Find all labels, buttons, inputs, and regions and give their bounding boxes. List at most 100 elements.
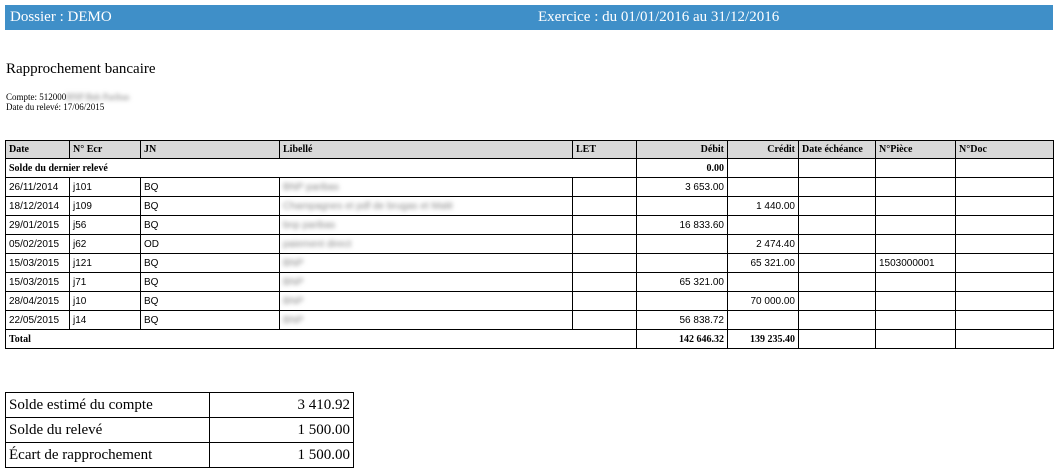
cell-libelle: BNP xyxy=(279,310,573,330)
cell-debit xyxy=(636,291,728,311)
cell-piece xyxy=(875,234,956,254)
summary-row: Écart de rapprochement 1 500.00 xyxy=(5,442,354,468)
col-piece: N°Pièce xyxy=(875,140,956,159)
cell-jn: BQ xyxy=(140,215,280,235)
table-row: 18/12/2014 j109 BQ Champagnes et pdf de bru… xyxy=(5,196,1054,216)
col-debit: Débit xyxy=(636,140,728,159)
cell-credit: 2 474.40 xyxy=(727,234,799,254)
cell-let xyxy=(572,234,637,254)
summary-value: 1 500.00 xyxy=(209,417,354,443)
cell-ecr: j10 xyxy=(69,291,141,311)
cell-debit xyxy=(636,253,728,273)
cell-jn: BQ xyxy=(140,253,280,273)
cell-jn: OD xyxy=(140,234,280,254)
cell-piece xyxy=(875,291,956,311)
table-row: 26/11/2014 j101 BQ BNP paribas 3 653.00 xyxy=(5,177,1054,197)
table-header: Date N° Ecr JN Libellé LET Débit Crédit … xyxy=(5,140,1054,159)
cell-ecr: j71 xyxy=(69,272,141,292)
summary-value: 1 500.00 xyxy=(209,442,354,468)
summary-table: Solde estimé du compte 3 410.92 Solde du… xyxy=(5,392,354,468)
cell-piece xyxy=(875,272,956,292)
summary-row: Solde du relevé 1 500.00 xyxy=(5,417,354,443)
summary-label: Solde estimé du compte xyxy=(5,392,210,418)
cell-credit xyxy=(727,215,799,235)
col-ecr: N° Ecr xyxy=(69,140,141,159)
cell-date: 26/11/2014 xyxy=(5,177,70,197)
cell-debit: 3 653.00 xyxy=(636,177,728,197)
cell-libelle: paiement direct xyxy=(279,234,573,254)
cell-echeance xyxy=(798,234,876,254)
total-debit: 142 646.32 xyxy=(636,329,728,349)
cell-credit: 70 000.00 xyxy=(727,291,799,311)
opening-label: Solde du dernier relevé xyxy=(5,158,637,178)
cell-echeance xyxy=(798,253,876,273)
total-credit: 139 235.40 xyxy=(727,329,799,349)
cell-ecr: j56 xyxy=(69,215,141,235)
cell-let xyxy=(572,253,637,273)
cell-echeance xyxy=(798,291,876,311)
cell-ecr: j14 xyxy=(69,310,141,330)
exercice-label: Exercice : du 01/01/2016 au 31/12/2016 xyxy=(538,9,780,25)
cell-piece xyxy=(875,177,956,197)
table-row: 05/02/2015 j62 OD paiement direct 2 474.40 xyxy=(5,234,1054,254)
reconciliation-table: Date N° Ecr JN Libellé LET Débit Crédit … xyxy=(5,140,1054,349)
cell-piece xyxy=(875,215,956,235)
cell-doc xyxy=(955,291,1054,311)
cell-jn: BQ xyxy=(140,291,280,311)
cell-date: 15/03/2015 xyxy=(5,272,70,292)
cell-libelle: BNP paribas xyxy=(279,177,573,197)
cell-credit: 65 321.00 xyxy=(727,253,799,273)
cell-debit xyxy=(636,234,728,254)
header-bar: Dossier : DEMO Exercice : du 01/01/2016 … xyxy=(5,5,1053,30)
cell-echeance xyxy=(798,310,876,330)
cell-doc xyxy=(955,215,1054,235)
cell-jn: BQ xyxy=(140,177,280,197)
report-meta: Compte: 512000BNP Bnb Paribas Date du re… xyxy=(6,92,129,112)
cell-doc xyxy=(955,253,1054,273)
cell-ecr: j121 xyxy=(69,253,141,273)
cell-libelle: BNP xyxy=(279,291,573,311)
page-title: Rapprochement bancaire xyxy=(6,61,156,77)
col-doc: N°Doc xyxy=(955,140,1054,159)
cell-echeance xyxy=(798,177,876,197)
cell-let xyxy=(572,291,637,311)
cell-let xyxy=(572,310,637,330)
cell-credit: 1 440.00 xyxy=(727,196,799,216)
cell-date: 28/04/2015 xyxy=(5,291,70,311)
cell-date: 29/01/2015 xyxy=(5,215,70,235)
col-credit: Crédit xyxy=(727,140,799,159)
cell-let xyxy=(572,215,637,235)
col-libelle: Libellé xyxy=(279,140,573,159)
cell-echeance xyxy=(798,215,876,235)
cell-credit xyxy=(727,272,799,292)
redacted-text: BNP paribas xyxy=(283,181,339,193)
redacted-text: Champagnes et pdf de brugas et Malé xyxy=(283,200,454,212)
cell-let xyxy=(572,196,637,216)
opening-balance-row: Solde du dernier relevé 0.00 xyxy=(5,158,1054,178)
redacted-text: bnp paribas xyxy=(283,219,336,231)
redacted-text: BNP xyxy=(283,295,304,307)
redacted-text: BNP xyxy=(283,257,304,269)
cell-libelle: bnp paribas xyxy=(279,215,573,235)
cell-credit xyxy=(727,177,799,197)
cell-doc xyxy=(955,310,1054,330)
table-row: 15/03/2015 j121 BQ BNP 65 321.00 1503000001 xyxy=(5,253,1054,273)
cell-jn: BQ xyxy=(140,196,280,216)
col-jn: JN xyxy=(140,140,280,159)
account-label: Compte: 512000 xyxy=(6,92,67,102)
cell-ecr: j101 xyxy=(69,177,141,197)
redacted-text: BNP xyxy=(283,276,304,288)
cell-doc xyxy=(955,196,1054,216)
account-name-redacted: BNP Bnb Paribas xyxy=(66,92,130,102)
total-row: Total 142 646.32 139 235.40 xyxy=(5,329,1054,349)
cell-let xyxy=(572,272,637,292)
col-date: Date xyxy=(5,140,70,159)
cell-doc xyxy=(955,177,1054,197)
cell-debit: 65 321.00 xyxy=(636,272,728,292)
table-row: 29/01/2015 j56 BQ bnp paribas 16 833.60 xyxy=(5,215,1054,235)
redacted-text: paiement direct xyxy=(283,238,352,250)
cell-echeance xyxy=(798,196,876,216)
summary-label: Solde du relevé xyxy=(5,417,210,443)
account-line: Compte: 512000BNP Bnb Paribas xyxy=(6,92,129,102)
cell-date: 18/12/2014 xyxy=(5,196,70,216)
